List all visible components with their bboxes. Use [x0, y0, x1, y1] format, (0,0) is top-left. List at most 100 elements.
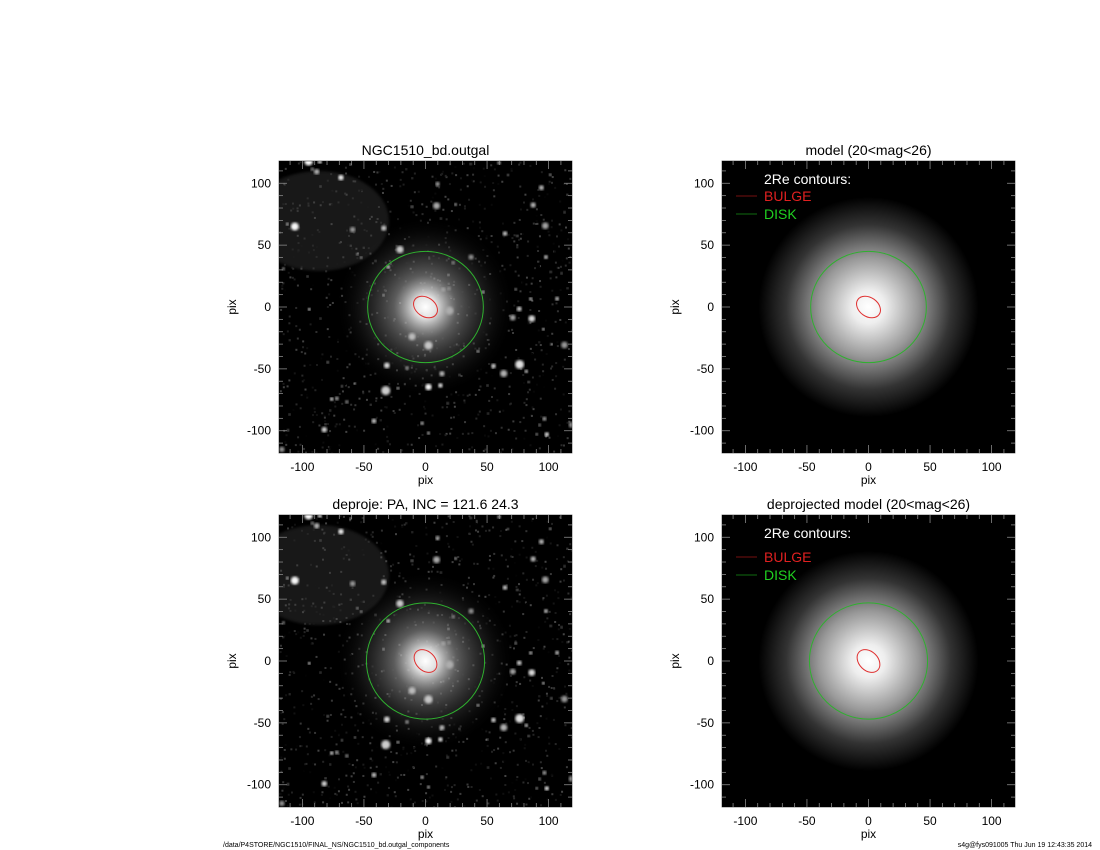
noise-pixel — [566, 421, 569, 424]
noise-pixel — [559, 516, 562, 519]
noise-pixel — [322, 760, 325, 763]
noise-pixel — [545, 594, 548, 597]
noise-pixel — [553, 450, 556, 453]
noise-pixel — [333, 401, 336, 404]
noise-pixel — [329, 667, 332, 670]
noise-pixel — [345, 774, 348, 777]
noise-pixel — [555, 276, 558, 279]
noise-pixel — [351, 764, 354, 767]
noise-pixel — [505, 583, 508, 586]
noise-pixel — [439, 433, 442, 436]
noise-pixel — [457, 394, 460, 397]
noise-pixel — [548, 742, 551, 745]
noise-pixel — [539, 265, 542, 268]
noise-pixel — [312, 791, 315, 794]
noise-pixel — [300, 745, 303, 748]
noise-pixel — [446, 406, 449, 409]
noise-pixel — [472, 180, 475, 183]
noise-pixel — [444, 195, 447, 198]
noise-pixel — [527, 782, 530, 785]
noise-pixel — [564, 169, 567, 172]
y-tick-label: 50 — [701, 592, 715, 606]
noise-pixel — [402, 748, 405, 751]
star — [410, 559, 414, 563]
star — [381, 225, 387, 231]
legend-label-bulge: BULGE — [764, 549, 811, 565]
noise-pixel — [551, 176, 554, 179]
noise-pixel — [558, 661, 561, 664]
noise-pixel — [403, 402, 406, 405]
star — [568, 421, 572, 428]
noise-pixel — [342, 515, 345, 518]
noise-pixel — [523, 401, 526, 404]
disk-contour — [808, 602, 929, 720]
noise-pixel — [522, 546, 525, 549]
noise-pixel — [304, 674, 307, 677]
noise-pixel — [550, 687, 553, 690]
noise-pixel — [295, 633, 298, 636]
noise-pixel — [326, 306, 329, 309]
noise-pixel — [528, 388, 531, 391]
star — [538, 695, 541, 698]
noise-pixel — [389, 443, 392, 446]
noise-pixel — [291, 526, 294, 529]
noise-pixel — [554, 620, 557, 623]
noise-pixel — [295, 403, 298, 406]
noise-pixel — [342, 708, 345, 711]
noise-pixel — [514, 640, 517, 643]
noise-pixel — [522, 416, 525, 419]
noise-pixel — [474, 763, 477, 766]
y-tick-label: 50 — [701, 238, 715, 252]
noise-pixel — [451, 172, 454, 175]
noise-pixel — [328, 413, 331, 416]
noise-pixel — [562, 556, 565, 559]
noise-pixel — [368, 390, 371, 393]
noise-pixel — [459, 188, 462, 191]
star — [487, 766, 490, 769]
noise-pixel — [311, 762, 314, 765]
noise-pixel — [556, 544, 559, 547]
noise-pixel — [430, 200, 433, 203]
noise-pixel — [450, 786, 453, 789]
star — [524, 369, 528, 373]
star — [285, 222, 289, 226]
noise-pixel — [301, 793, 304, 796]
noise-pixel — [544, 560, 547, 563]
star — [435, 535, 440, 541]
noise-pixel — [285, 655, 288, 658]
noise-pixel — [504, 713, 507, 716]
noise-pixel — [374, 443, 377, 446]
noise-pixel — [471, 432, 474, 435]
star — [386, 440, 389, 443]
noise-pixel — [506, 577, 509, 580]
noise-pixel — [305, 745, 308, 748]
noise-pixel — [326, 328, 329, 331]
star — [396, 599, 404, 608]
noise-pixel — [546, 520, 549, 523]
noise-pixel — [565, 183, 568, 186]
noise-pixel — [555, 413, 558, 416]
noise-pixel — [546, 334, 549, 337]
x-axis-label: pix — [861, 827, 876, 841]
star — [310, 167, 314, 171]
noise-pixel — [447, 515, 450, 518]
noise-pixel — [421, 799, 424, 802]
noise-pixel — [302, 634, 305, 637]
noise-pixel — [293, 672, 296, 675]
y-tick-label: 0 — [264, 654, 271, 668]
noise-pixel — [539, 298, 542, 301]
noise-pixel — [337, 778, 340, 781]
noise-pixel — [545, 567, 548, 570]
noise-pixel — [297, 631, 300, 634]
star — [529, 297, 533, 301]
star — [535, 787, 538, 790]
noise-pixel — [288, 315, 291, 318]
star — [469, 162, 472, 166]
noise-pixel — [542, 647, 545, 650]
noise-pixel — [415, 544, 418, 547]
noise-pixel — [462, 162, 465, 165]
noise-pixel — [451, 749, 454, 752]
noise-pixel — [392, 563, 395, 566]
noise-pixel — [281, 789, 284, 792]
noise-pixel — [458, 203, 461, 206]
